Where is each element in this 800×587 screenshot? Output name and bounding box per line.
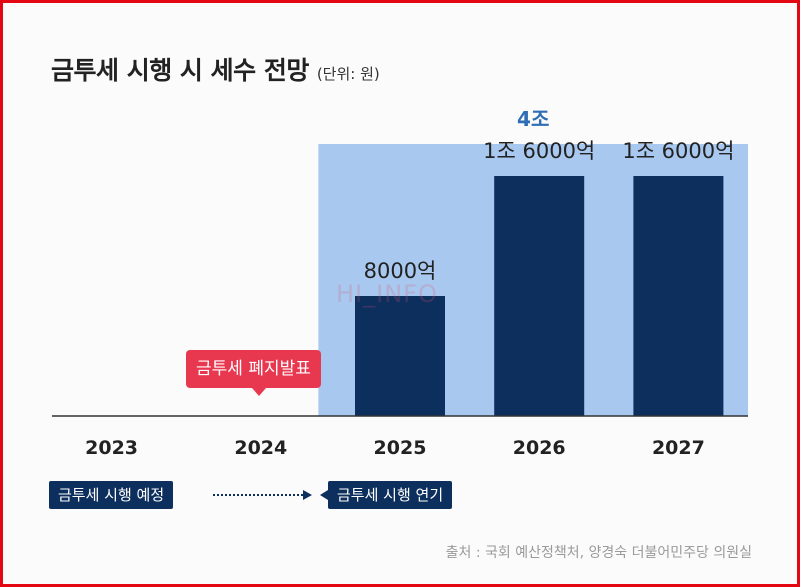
chart-title-text: 금투세 시행 시 세수 전망	[51, 56, 309, 85]
planned-tag: 금투세 시행 예정	[49, 481, 174, 509]
value-label-2026: 1조 6000억	[483, 139, 595, 163]
highlight-band-label: 4조	[517, 107, 549, 131]
bars-group	[355, 176, 724, 416]
x-tick-2026: 2026	[513, 437, 566, 459]
watermark-text: HI_INFO	[336, 280, 438, 308]
unit-note: (단위: 원)	[316, 65, 380, 83]
x-tick-2023: 2023	[85, 437, 138, 459]
value-label-2025: 8000억	[364, 259, 437, 283]
bar-2025	[355, 296, 445, 416]
postponed-tag: 금투세 시행 연기	[319, 481, 453, 509]
bar-2026	[494, 176, 585, 416]
bar-2027	[633, 176, 724, 416]
value-labels-group: 8000억 1조 6000억 1조 6000억	[364, 139, 735, 283]
x-tick-labels-group: 2023 2024 2025 2026 2027	[85, 437, 705, 459]
dotted-arrow-line	[213, 494, 303, 496]
arrow-head-icon	[303, 490, 312, 500]
chart-title: 금투세 시행 시 세수 전망 (단위: 원)	[51, 51, 380, 87]
value-label-2027: 1조 6000억	[622, 139, 734, 163]
x-tick-2025: 2025	[374, 437, 427, 459]
x-tick-2027: 2027	[652, 437, 705, 459]
x-tick-2024: 2024	[234, 437, 287, 459]
abolition-callout: 금투세 폐지발표	[186, 350, 321, 396]
source-note: 출처 : 국회 예산정책처, 양경숙 더불어민주당 의원실	[445, 545, 752, 561]
